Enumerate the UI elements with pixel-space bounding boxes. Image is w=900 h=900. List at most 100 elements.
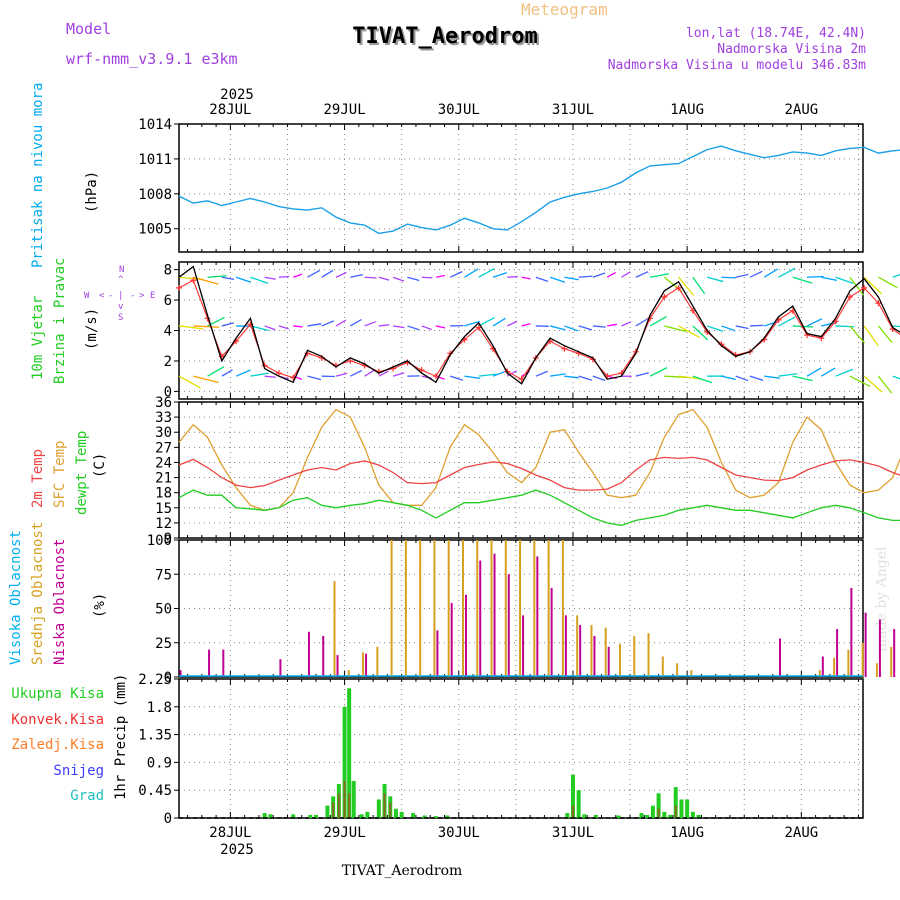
wind-arrow [335, 319, 347, 327]
y-tick-label: 8 [164, 263, 172, 279]
conv-precip-bar [343, 780, 346, 818]
wind-arrow [564, 325, 579, 332]
conv-precip-bar [389, 802, 392, 818]
y-tick-label: 1.35 [138, 728, 172, 744]
watermark: made by Angel [874, 546, 890, 652]
low-cloud-bar [836, 629, 839, 677]
wind-arrow [892, 325, 900, 328]
total-precip-bar [347, 688, 352, 818]
wind-arrow [250, 372, 269, 377]
pressure-ylabel: Pritisak na nivou mora [30, 83, 46, 268]
mid-cloud-bar [576, 615, 579, 677]
top-day-labels: 28JUL 29JUL 30JUL 31JUL 1AUG 2AUG [209, 102, 818, 118]
wind-arrow [821, 276, 838, 282]
temp-ylabel-group: 2m Temp SFC Temp dewpt Temp (C) [30, 431, 108, 515]
y-tick-label: 0 [164, 670, 172, 686]
total-precip-bar [616, 815, 621, 818]
total-precip-bar [376, 799, 381, 818]
y-tick-label: 50 [155, 602, 172, 618]
y-tick-label: 1014 [138, 117, 172, 133]
wind-arrow [492, 272, 508, 278]
low-cloud-bar [222, 649, 225, 677]
wind-ylabel-1: 10m Vjetar [30, 296, 46, 380]
svg-text:^: ^ [118, 275, 124, 285]
total-precip-bar [445, 815, 450, 818]
total-precip-bar [268, 814, 273, 818]
y-tick-label: 36 [155, 395, 172, 411]
low-cloud-bar [450, 603, 453, 677]
low-cloud-bar [821, 656, 824, 677]
wind-arrow [392, 372, 405, 377]
mid-cloud-bar [461, 540, 464, 677]
total-precip-bar [351, 780, 356, 818]
wind-arrow [692, 276, 706, 295]
wind-arrow [435, 325, 446, 329]
total-precip-bar [656, 793, 661, 818]
wind-arrow [763, 268, 778, 278]
y-tick-label: 0.45 [138, 783, 172, 799]
cloud-units: (%) [92, 593, 108, 618]
panel-precip: 0 0.45 0.9 1.35 1.8 2.25 [138, 672, 864, 827]
day-label-bottom: 30JUL [438, 825, 480, 841]
temp2m-line [178, 456, 900, 491]
y-tick-label: 1008 [138, 187, 172, 203]
wind-arrow [349, 318, 362, 327]
conv-precip-bar [674, 805, 677, 818]
total-precip-bar [393, 808, 398, 818]
svg-text:-: - [108, 291, 113, 301]
mid-cloud-bar [533, 540, 536, 677]
cloud-ylabel-group: Visoka Oblacnost Srednja Oblacnost Niska… [8, 522, 108, 665]
wind-arrow [849, 325, 866, 344]
wind-arrow [349, 369, 363, 377]
wind-arrow [621, 271, 631, 278]
mid-cloud-bar [661, 656, 664, 677]
total-precip-bar [342, 706, 347, 818]
wind-arrow [478, 316, 495, 327]
wind-arrow [807, 275, 824, 278]
wind-arrow [735, 273, 749, 278]
y-tick-label: 33 [155, 410, 172, 426]
wind-arrow [635, 318, 648, 327]
y-tick-label: 0 [164, 384, 172, 400]
precip-bars [262, 688, 701, 818]
mid-cloud-bar [419, 540, 422, 677]
total-precip-bar [650, 805, 655, 818]
mid-cloud-bar [647, 633, 650, 677]
wind-arrow [178, 325, 204, 330]
wind-arrow [207, 275, 227, 278]
elevation-text: Nadmorska Visina 2m [717, 42, 866, 57]
legend-conv-rain: Konvek.Kisa [11, 712, 104, 728]
wind-arrow [350, 274, 363, 278]
wind-arrow [621, 321, 632, 327]
wind-arrow [664, 325, 687, 333]
wind-arrow [464, 320, 480, 327]
low-cloud-bar [607, 646, 610, 677]
wind-speed-line [178, 265, 900, 385]
precip-legend: Ukupna Kisa Konvek.Kisa Zaledj.Kisa Snij… [11, 674, 129, 804]
total-precip-bar [422, 815, 427, 818]
mid-cloud-bar [604, 627, 607, 677]
total-precip-bar [645, 814, 650, 818]
wind-arrow [321, 269, 334, 278]
y-tick-label: 75 [155, 567, 172, 583]
panel-pressure: 1005 1008 1011 1014 [138, 117, 900, 253]
wind-direction-arrows [178, 267, 900, 394]
wind-arrow [535, 276, 549, 283]
low-cloud-bar [179, 670, 182, 677]
wind-arrow [507, 320, 518, 327]
wind-arrow [892, 273, 900, 278]
svg-text:v: v [118, 302, 123, 312]
wind-arrow [749, 324, 764, 327]
low-cloud-bar [307, 631, 310, 677]
wind-arrow [521, 276, 531, 280]
wind-arrow [721, 325, 736, 332]
mid-cloud-bar [390, 540, 393, 677]
wind-arrow [635, 372, 649, 377]
low-cloud-bar [464, 594, 467, 677]
wind-arrow [335, 271, 347, 278]
wind-arrow [863, 276, 883, 295]
day-label-bottom: 31JUL [552, 825, 594, 841]
wind-arrow [364, 369, 376, 377]
wind-arrow [235, 276, 252, 283]
